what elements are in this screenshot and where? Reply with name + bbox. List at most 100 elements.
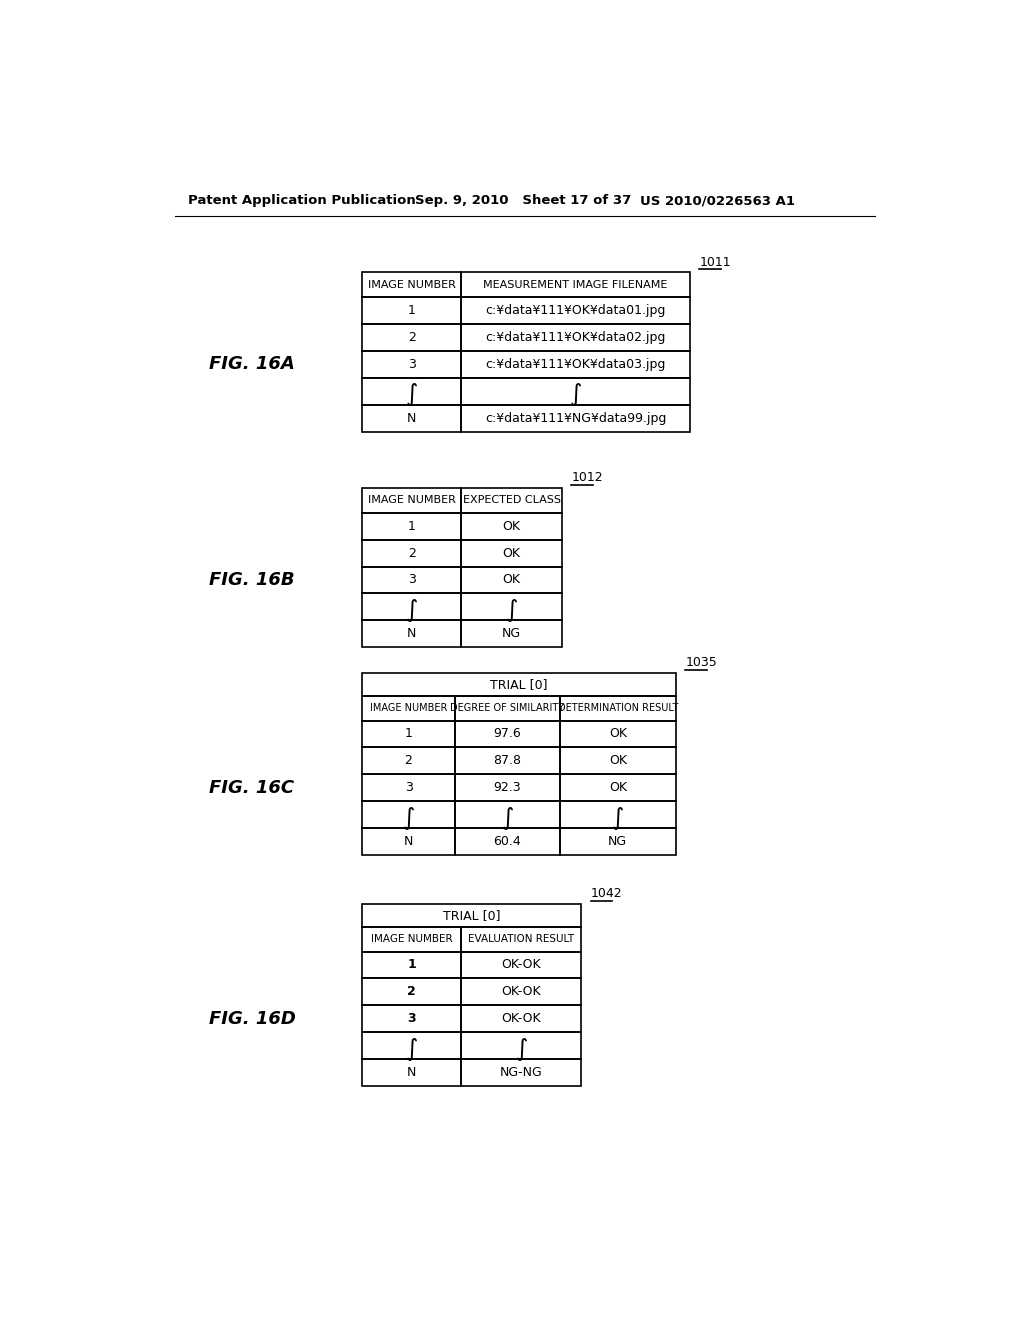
Text: ∫: ∫ bbox=[406, 598, 418, 622]
Text: TRIAL [0]: TRIAL [0] bbox=[490, 677, 548, 690]
Text: FIG. 16A: FIG. 16A bbox=[209, 355, 295, 374]
Text: c:¥data¥111¥NG¥data99.jpg: c:¥data¥111¥NG¥data99.jpg bbox=[485, 412, 667, 425]
Bar bbox=[461, 1059, 582, 1086]
Text: DEGREE OF SIMILARITY: DEGREE OF SIMILARITY bbox=[451, 704, 564, 713]
Bar bbox=[362, 721, 455, 747]
Bar bbox=[560, 829, 676, 855]
Text: c:¥data¥111¥OK¥data02.jpg: c:¥data¥111¥OK¥data02.jpg bbox=[485, 331, 666, 345]
Bar bbox=[461, 488, 562, 512]
Bar bbox=[362, 351, 461, 378]
Text: 2: 2 bbox=[408, 986, 416, 998]
Text: ∫: ∫ bbox=[569, 383, 582, 407]
Text: Patent Application Publication: Patent Application Publication bbox=[188, 194, 416, 207]
Bar bbox=[461, 594, 562, 620]
Text: EVALUATION RESULT: EVALUATION RESULT bbox=[468, 935, 574, 944]
Text: c:¥data¥111¥OK¥data03.jpg: c:¥data¥111¥OK¥data03.jpg bbox=[485, 358, 666, 371]
Text: 3: 3 bbox=[408, 1012, 416, 1026]
Bar bbox=[362, 775, 455, 801]
Bar bbox=[560, 721, 676, 747]
Text: NG-NG: NG-NG bbox=[500, 1067, 543, 1080]
Bar bbox=[461, 323, 690, 351]
Text: IMAGE NUMBER: IMAGE NUMBER bbox=[371, 935, 453, 944]
Text: FIG. 16B: FIG. 16B bbox=[209, 572, 295, 589]
Bar bbox=[455, 721, 560, 747]
Bar bbox=[461, 540, 562, 566]
Bar bbox=[362, 594, 461, 620]
Text: ∫: ∫ bbox=[515, 1038, 527, 1061]
Bar bbox=[362, 1006, 461, 1032]
Bar bbox=[362, 512, 461, 540]
Bar bbox=[455, 696, 560, 721]
Text: NG: NG bbox=[608, 836, 628, 849]
Text: 2: 2 bbox=[408, 546, 416, 560]
Bar bbox=[461, 272, 690, 297]
Text: FIG. 16D: FIG. 16D bbox=[209, 1010, 296, 1028]
Text: ∫: ∫ bbox=[406, 1038, 418, 1061]
Bar bbox=[560, 801, 676, 829]
Bar bbox=[461, 512, 562, 540]
Bar bbox=[461, 297, 690, 323]
Bar bbox=[455, 801, 560, 829]
Text: ∫: ∫ bbox=[611, 807, 624, 830]
Text: OK: OK bbox=[609, 755, 627, 767]
Text: OK-OK: OK-OK bbox=[502, 986, 541, 998]
Text: 1: 1 bbox=[404, 727, 413, 741]
Text: 60.4: 60.4 bbox=[494, 836, 521, 849]
Text: 1: 1 bbox=[408, 520, 416, 532]
Bar bbox=[362, 747, 455, 775]
Text: OK: OK bbox=[503, 546, 520, 560]
Bar bbox=[362, 904, 582, 927]
Bar bbox=[362, 540, 461, 566]
Bar bbox=[362, 378, 461, 405]
Bar bbox=[362, 673, 676, 696]
Text: 87.8: 87.8 bbox=[494, 755, 521, 767]
Text: TRIAL [0]: TRIAL [0] bbox=[443, 908, 501, 921]
Text: 1035: 1035 bbox=[685, 656, 717, 669]
Bar bbox=[461, 378, 690, 405]
Bar bbox=[461, 978, 582, 1006]
Bar bbox=[455, 747, 560, 775]
Text: N: N bbox=[407, 412, 417, 425]
Text: ∫: ∫ bbox=[406, 383, 418, 407]
Text: 3: 3 bbox=[408, 358, 416, 371]
Bar bbox=[362, 978, 461, 1006]
Bar bbox=[362, 801, 455, 829]
Bar bbox=[461, 952, 582, 978]
Text: N: N bbox=[407, 627, 417, 640]
Bar bbox=[455, 775, 560, 801]
Bar bbox=[362, 1032, 461, 1059]
Bar bbox=[362, 323, 461, 351]
Bar bbox=[560, 696, 676, 721]
Bar bbox=[362, 620, 461, 647]
Bar bbox=[461, 927, 582, 952]
Text: 1: 1 bbox=[408, 958, 416, 972]
Bar bbox=[461, 620, 562, 647]
Text: c:¥data¥111¥OK¥data01.jpg: c:¥data¥111¥OK¥data01.jpg bbox=[485, 304, 666, 317]
Bar bbox=[461, 1006, 582, 1032]
Text: 1012: 1012 bbox=[571, 471, 603, 484]
Text: OK: OK bbox=[609, 727, 627, 741]
Bar bbox=[362, 566, 461, 594]
Text: 1042: 1042 bbox=[591, 887, 623, 900]
Bar bbox=[461, 1032, 582, 1059]
Text: MEASUREMENT IMAGE FILENAME: MEASUREMENT IMAGE FILENAME bbox=[483, 280, 668, 289]
Text: 1: 1 bbox=[408, 304, 416, 317]
Text: OK: OK bbox=[609, 781, 627, 795]
Text: 97.6: 97.6 bbox=[494, 727, 521, 741]
Bar bbox=[560, 775, 676, 801]
Bar bbox=[362, 927, 461, 952]
Text: Sep. 9, 2010   Sheet 17 of 37: Sep. 9, 2010 Sheet 17 of 37 bbox=[415, 194, 631, 207]
Bar bbox=[362, 488, 461, 512]
Bar bbox=[461, 566, 562, 594]
Text: OK-OK: OK-OK bbox=[502, 958, 541, 972]
Bar bbox=[461, 351, 690, 378]
Text: N: N bbox=[403, 836, 414, 849]
Bar bbox=[362, 297, 461, 323]
Text: FIG. 16C: FIG. 16C bbox=[210, 779, 295, 797]
Text: 92.3: 92.3 bbox=[494, 781, 521, 795]
Bar bbox=[362, 1059, 461, 1086]
Bar bbox=[362, 952, 461, 978]
Text: OK-OK: OK-OK bbox=[502, 1012, 541, 1026]
Text: 2: 2 bbox=[404, 755, 413, 767]
Text: IMAGE NUMBER: IMAGE NUMBER bbox=[368, 495, 456, 506]
